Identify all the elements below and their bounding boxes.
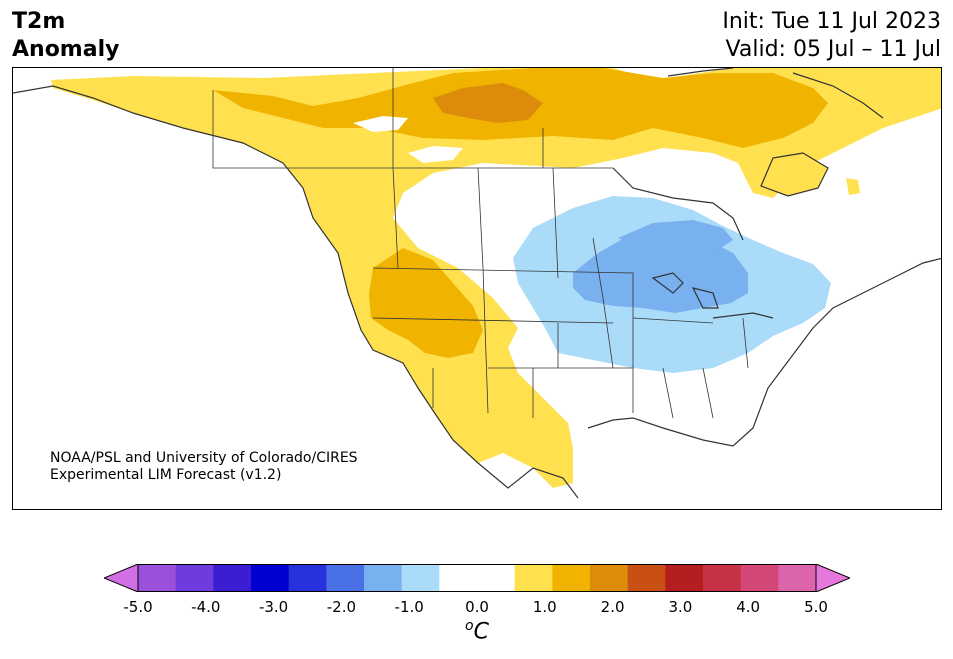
anomaly-map: NOAA/PSL and University of Colorado/CIRE…: [12, 67, 942, 510]
colorbar-outline: [137, 564, 817, 592]
unit-label: oC: [457, 618, 497, 644]
colorbar-tick-label: -5.0: [123, 598, 153, 616]
map-title: T2m Anomaly: [12, 8, 119, 64]
unit-base: C: [473, 619, 489, 645]
title-line-2: Anomaly: [12, 37, 120, 62]
valid-range: Valid: 05 Jul – 11 Jul: [725, 37, 941, 62]
colorbar-segment: [703, 564, 742, 592]
colorbar-segment: [665, 564, 704, 592]
colorbar-segment: [627, 564, 666, 592]
colorbar-segment: [175, 564, 214, 592]
colorbar: [104, 564, 850, 592]
credit-text: NOAA/PSL and University of Colorado/CIRE…: [50, 450, 358, 484]
credit-line-2: Experimental LIM Forecast (v1.2): [50, 467, 282, 483]
unit-superscript: o: [465, 618, 474, 634]
colorbar-segment: [401, 564, 440, 592]
colorbar-segment: [213, 564, 252, 592]
colorbar-tick-label: -4.0: [191, 598, 221, 616]
colorbar-segment: [477, 564, 516, 592]
coastlines: [13, 68, 941, 499]
map-svg: [13, 68, 941, 499]
colorbar-segment: [364, 564, 403, 592]
cool-anomaly-fill: [513, 196, 831, 373]
colorbar-segment: [778, 564, 817, 592]
credit-line-1: NOAA/PSL and University of Colorado/CIRE…: [50, 450, 358, 466]
colorbar-tick-label: 0.0: [465, 598, 489, 616]
colorbar-tick-label: -2.0: [326, 598, 357, 616]
colorbar-tick-label: -3.0: [258, 598, 289, 616]
colorbar-tick-label: 3.0: [668, 598, 693, 616]
colorbar-segment: [439, 564, 478, 592]
colorbar-segment: [288, 564, 327, 592]
title-line-1: T2m: [12, 9, 66, 34]
colorbar-tick-label: -1.0: [394, 598, 424, 616]
colorbar-max-extension: [815, 564, 850, 592]
colorbar-tick-label: 4.0: [736, 598, 761, 616]
political-borders: [212, 68, 749, 419]
colorbar-segment: [326, 564, 365, 592]
colorbar-segment: [740, 564, 779, 592]
colorbar-segment: [138, 564, 177, 592]
colorbar-tick-label: 2.0: [600, 598, 625, 616]
colorbar-segment: [514, 564, 553, 592]
colorbar-tick-label: 5.0: [804, 598, 828, 616]
forecast-dates: Init: Tue 11 Jul 2023 Valid: 05 Jul – 11…: [722, 8, 941, 64]
colorbar-segment: [552, 564, 591, 592]
colorbar-min-extension: [104, 564, 139, 592]
colorbar-tick-label: 1.0: [532, 598, 557, 616]
colorbar-segment: [251, 564, 290, 592]
ice-patches: [353, 116, 463, 163]
init-date: Init: Tue 11 Jul 2023: [722, 9, 941, 34]
colorbar-segment: [590, 564, 629, 592]
